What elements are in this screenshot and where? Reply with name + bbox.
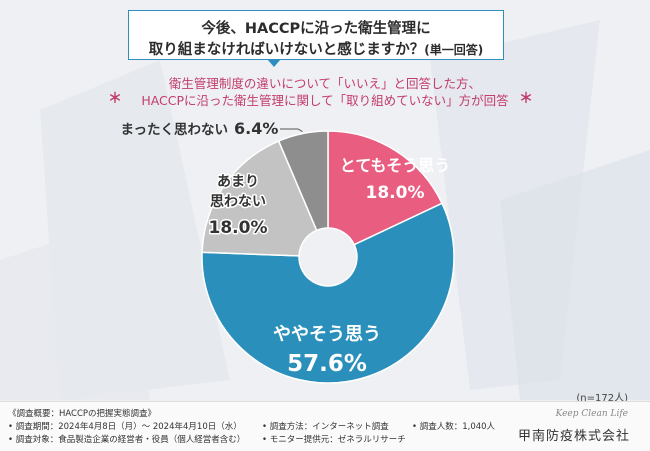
star-left: ＊: [108, 91, 122, 107]
slice-4: [277, 130, 329, 232]
slice-3: [201, 140, 318, 257]
slice-4-value: 6.4%: [234, 119, 278, 138]
slice-4-leader-line: [280, 128, 303, 133]
subtitle-line-2: HACCPに沿った衛生管理に関して「取り組めていない」方が回答: [141, 93, 509, 108]
monitor-provider: • モニター提供元：ゼネラルリサーチ: [262, 435, 406, 445]
survey-overview: 《調査概要：HACCPの把握実態調査》: [8, 409, 157, 419]
footer: 《調査概要：HACCPの把握実態調査》 • 調査期間：2024年4月8日（月）～…: [0, 401, 650, 451]
star-right: ＊: [519, 91, 533, 107]
subtitle-line-1: 衛生管理制度の違いについて「いいえ」と回答した方、: [168, 76, 482, 91]
slice-4-label: まったく思わない: [121, 122, 228, 138]
company-logo: 甲南防疫株式会社: [517, 429, 630, 444]
survey-period: • 調査期間：2024年4月8日（月）～ 2024年4月10日（水）: [8, 422, 242, 432]
slice-1-label: とてもそう思う: [340, 156, 450, 175]
sample-size: (n=172人): [576, 393, 628, 404]
survey-method: • 調査方法：インターネット調査: [262, 422, 389, 432]
question-box-pointer: [267, 59, 281, 67]
logo-tagline: Keep Clean Life: [555, 409, 628, 419]
slice-3-label-line1: あまり: [217, 174, 259, 190]
slice-2-label: ややそう思う: [273, 324, 381, 345]
slice-3-label-line2: 思わない: [210, 194, 266, 210]
slice-3-value: 18.0%: [209, 218, 268, 238]
survey-target: • 調査対象：食品製造企業の経営者・役員（個人経営者含む）: [8, 435, 246, 445]
question-box: 今後、HACCPに沿った衛生管理に 取り組まなければいけないと感じますか？(単一…: [128, 10, 504, 60]
question-note: (単一回答): [424, 43, 484, 57]
question-line-1: 今後、HACCPに沿った衛生管理に: [201, 21, 431, 37]
survey-count: • 調査人数：1,040人: [412, 422, 496, 432]
question-line-2: 取り組まなければいけないと感じますか？(単一回答): [148, 42, 484, 58]
slice-2-value: 57.6%: [287, 351, 367, 377]
slice-2: [201, 202, 455, 384]
slice-1-value: 18.0%: [366, 183, 425, 203]
